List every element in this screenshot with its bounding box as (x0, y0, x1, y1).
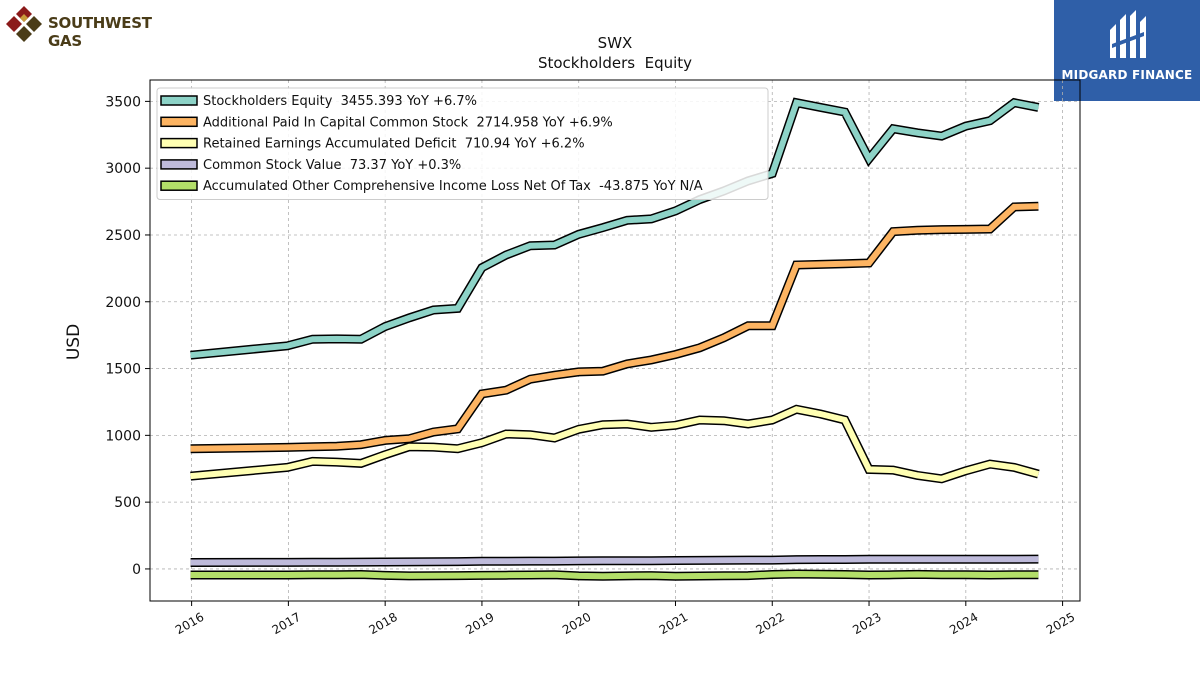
y-tick-label: 3000 (105, 161, 141, 177)
midgard-finance-logo: MIDGARD FINANCE (1054, 0, 1200, 101)
legend-swatch (160, 180, 198, 191)
y-tick-label: 0 (132, 562, 141, 578)
chart-subtitle: Stockholders Equity (538, 54, 692, 72)
legend-swatch (160, 95, 198, 106)
series-line-stroke (190, 99, 1039, 359)
series-line-outline (190, 201, 1039, 454)
midgard-finance-emblem-icon (1110, 10, 1146, 58)
midgard-finance-logo-text: MIDGARD FINANCE (1061, 68, 1193, 82)
legend-label: Stockholders Equity 3455.393 YoY +6.7% (203, 94, 477, 109)
series-line (190, 569, 1039, 581)
y-tick-label: 2500 (105, 228, 141, 244)
series-line-stroke (190, 570, 1039, 580)
x-tick-label: 2020 (560, 610, 593, 637)
x-tick-label: 2019 (463, 610, 496, 637)
y-tick-label: 1500 (105, 362, 141, 378)
legend-label: Retained Earnings Accumulated Deficit 71… (203, 137, 585, 152)
series-line (190, 97, 1040, 360)
y-tick-label: 2000 (105, 295, 141, 311)
series-line-stroke (190, 203, 1039, 452)
series-line (190, 404, 1040, 484)
x-tick-label: 2018 (366, 610, 399, 637)
x-tick-label: 2025 (1044, 610, 1077, 637)
y-tick-label: 500 (114, 495, 141, 511)
legend-swatch (160, 137, 198, 149)
legend-swatch (160, 116, 198, 128)
series-lines (190, 97, 1040, 581)
x-tick-label: 2024 (947, 610, 980, 637)
x-tick-label: 2023 (850, 610, 883, 637)
series-line-stroke (190, 406, 1040, 482)
plot-frame (149, 79, 1081, 602)
y-tick-label: 3500 (105, 94, 141, 110)
legend-label: Additional Paid In Capital Common Stock … (203, 115, 613, 130)
series-line (190, 554, 1039, 567)
southwest-gas-logo-text: SOUTHWEST GAS (48, 14, 152, 50)
x-tick-label: 2016 (173, 610, 206, 637)
y-tick-label: 1000 (105, 428, 141, 444)
legend: Stockholders Equity 3455.393 YoY +6.7% Ad… (156, 87, 769, 200)
legend-label: Common Stock Value 73.37 YoY +0.3% (203, 158, 461, 173)
series-line-stroke (190, 556, 1039, 566)
x-tick-label: 2022 (754, 610, 787, 637)
x-tick-label: 2017 (270, 610, 303, 637)
legend-box (156, 87, 769, 200)
southwest-gas-emblem-icon (6, 6, 42, 42)
chart-title: SWX (598, 34, 633, 52)
y-axis-label: USD (64, 324, 84, 360)
southwest-gas-logo: SOUTHWEST GAS (6, 6, 186, 50)
legend-swatch (160, 159, 198, 170)
legend-label: Accumulated Other Comprehensive Income L… (203, 179, 703, 194)
series-line (190, 201, 1039, 454)
x-tick-label: 2021 (657, 610, 690, 637)
